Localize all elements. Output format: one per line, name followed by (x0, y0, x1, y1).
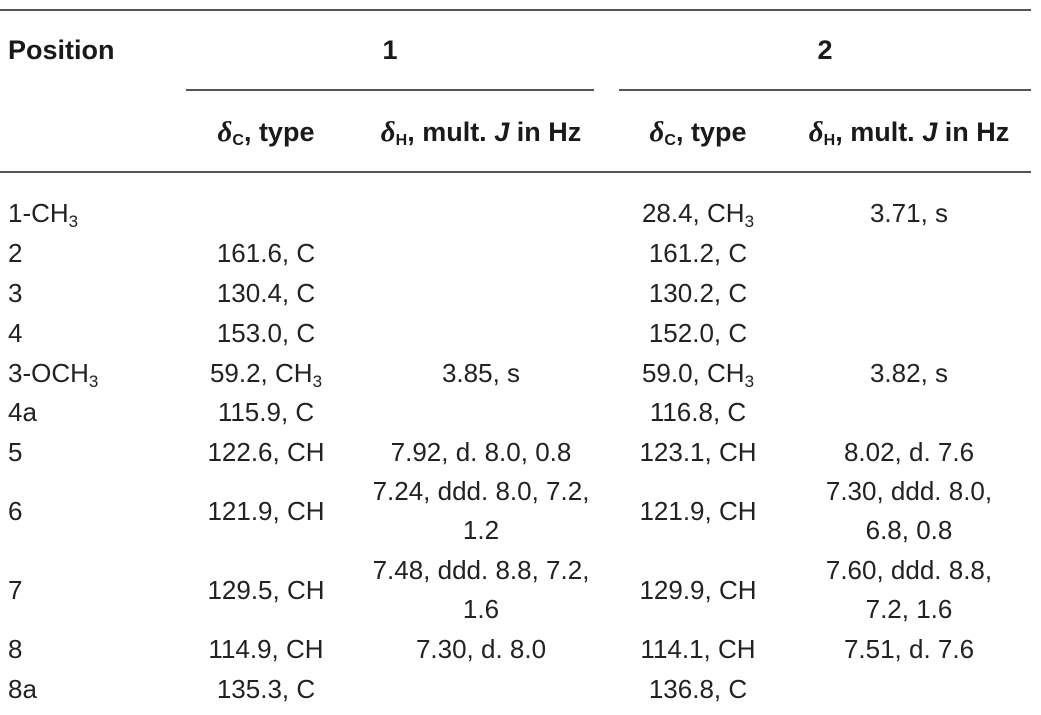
compound-2-proton-cell: 7.60, ddd. 8.8, (825, 555, 993, 585)
compound-1-proton-cell-continued: 1.6 (462, 594, 500, 624)
compound-2-header: 2 (817, 35, 833, 65)
compound-1-proton-cell: 7.30, d. 8.0 (415, 634, 547, 664)
group2-underline (619, 89, 1031, 91)
compound-2-carbon-cell: 161.2, C (648, 238, 748, 268)
compound-2-carbon-cell: 152.0, C (648, 318, 748, 348)
compound-2-proton-cell-continued: 7.2, 1.6 (865, 594, 953, 624)
j-symbol: J (494, 117, 510, 147)
compound-2-carbon-cell: 28.4, CH3 (641, 198, 755, 231)
position-cell: 4a (8, 397, 37, 427)
in-hz-text: in Hz (509, 117, 582, 147)
position-cell: 1-CH3 (8, 198, 79, 231)
compound-2-carbon-cell: 114.1, CH (640, 634, 756, 664)
compound-2-proton-cell: 3.82, s (869, 358, 949, 388)
c-subscript: C (664, 132, 676, 149)
top-rule (0, 9, 1031, 11)
compound-1-carbon-cell: 129.5, CH (207, 575, 325, 605)
delta-symbol: δ (649, 116, 665, 148)
delta-c-type-header-2: δC, type (618, 118, 778, 149)
compound-2-proton-cell: 3.71, s (869, 198, 949, 228)
type-suffix: , type (243, 117, 315, 147)
position-cell: 3-OCH3 (8, 358, 99, 391)
compound-2-carbon-cell: 129.9, CH (639, 575, 757, 605)
header-bottom-rule (0, 171, 1031, 173)
delta-h-mult-header-1: δH, mult. J in Hz (346, 118, 616, 149)
compound-2-proton-cell-continued: 6.8, 0.8 (865, 515, 953, 545)
group1-underline (186, 89, 594, 91)
compound-1-proton-cell: 7.48, ddd. 8.8, 7.2, (372, 555, 590, 585)
position-cell: 2 (8, 238, 23, 268)
compound-1-proton-cell: 7.92, d. 8.0, 0.8 (390, 437, 572, 467)
h-subscript: H (395, 132, 408, 149)
compound-2-proton-cell: 7.51, d. 7.6 (843, 634, 975, 664)
mult-text: , mult. (835, 117, 923, 147)
compound-2-carbon-cell: 121.9, CH (639, 496, 757, 526)
compound-2-carbon-cell: 59.0, CH3 (641, 358, 755, 391)
position-cell: 4 (8, 318, 23, 348)
type-suffix: , type (675, 117, 747, 147)
position-cell: 3 (8, 278, 23, 308)
compound-2-carbon-cell: 116.8, C (649, 397, 747, 427)
position-cell: 6 (8, 496, 23, 526)
in-hz-text: in Hz (937, 117, 1010, 147)
compound-1-carbon-cell: 114.9, CH (208, 634, 324, 664)
compound-1-proton-cell: 7.24, ddd. 8.0, 7.2, (372, 476, 590, 506)
position-cell: 7 (8, 575, 23, 605)
compound-1-carbon-cell: 122.6, CH (207, 437, 325, 467)
position-header: Position (8, 35, 115, 65)
delta-symbol: δ (808, 116, 824, 148)
compound-2-carbon-cell: 130.2, C (648, 278, 748, 308)
compound-1-carbon-cell: 161.6, C (216, 238, 316, 268)
position-cell: 8a (8, 674, 37, 704)
compound-1-carbon-cell: 115.9, C (217, 397, 315, 427)
position-cell: 5 (8, 437, 23, 467)
compound-1-proton-cell-continued: 1.2 (462, 515, 500, 545)
delta-symbol: δ (217, 116, 233, 148)
compound-1-carbon-cell: 130.4, C (216, 278, 316, 308)
compound-1-carbon-cell: 135.3, C (216, 674, 316, 704)
compound-1-carbon-cell: 121.9, CH (207, 496, 325, 526)
compound-2-carbon-cell: 123.1, CH (639, 437, 757, 467)
delta-symbol: δ (380, 116, 396, 148)
delta-c-type-header-1: δC, type (186, 118, 346, 149)
compound-2-proton-cell: 7.30, ddd. 8.0, (825, 476, 993, 506)
compound-1-header: 1 (382, 35, 398, 65)
mult-text: , mult. (407, 117, 495, 147)
compound-1-carbon-cell: 153.0, C (216, 318, 316, 348)
compound-1-proton-cell: 3.85, s (441, 358, 521, 388)
h-subscript: H (823, 132, 836, 149)
compound-2-proton-cell: 8.02, d. 7.6 (843, 437, 975, 467)
c-subscript: C (232, 132, 244, 149)
compound-1-carbon-cell: 59.2, CH3 (209, 358, 323, 391)
j-symbol: J (922, 117, 938, 147)
delta-h-mult-header-2: δH, mult. J in Hz (778, 118, 1040, 149)
position-cell: 8 (8, 634, 23, 664)
compound-2-carbon-cell: 136.8, C (648, 674, 748, 704)
